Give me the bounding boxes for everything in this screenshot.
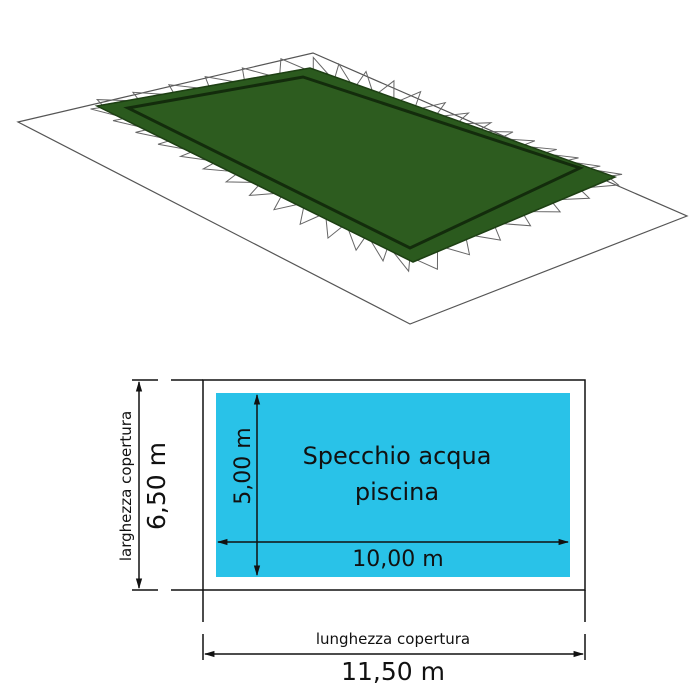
cover-width-value: 6,50 m [142,442,171,530]
cover-length-label: lunghezza copertura [316,630,470,648]
water-width-value: 5,00 m [231,427,256,504]
water-surface [216,393,570,577]
cover-width-label: larghezza copertura [117,411,135,561]
cover-inner-edge [123,75,585,250]
water-label-line2: piscina [355,478,439,506]
dimension-drawing: Specchio acqua piscina 10,00 m 5,00 m la… [117,379,586,686]
pool-cover-illustration [16,52,689,325]
water-length-value: 10,00 m [352,547,443,572]
water-label-line1: Specchio acqua [303,442,492,470]
cover-length-value: 11,50 m [341,657,445,686]
